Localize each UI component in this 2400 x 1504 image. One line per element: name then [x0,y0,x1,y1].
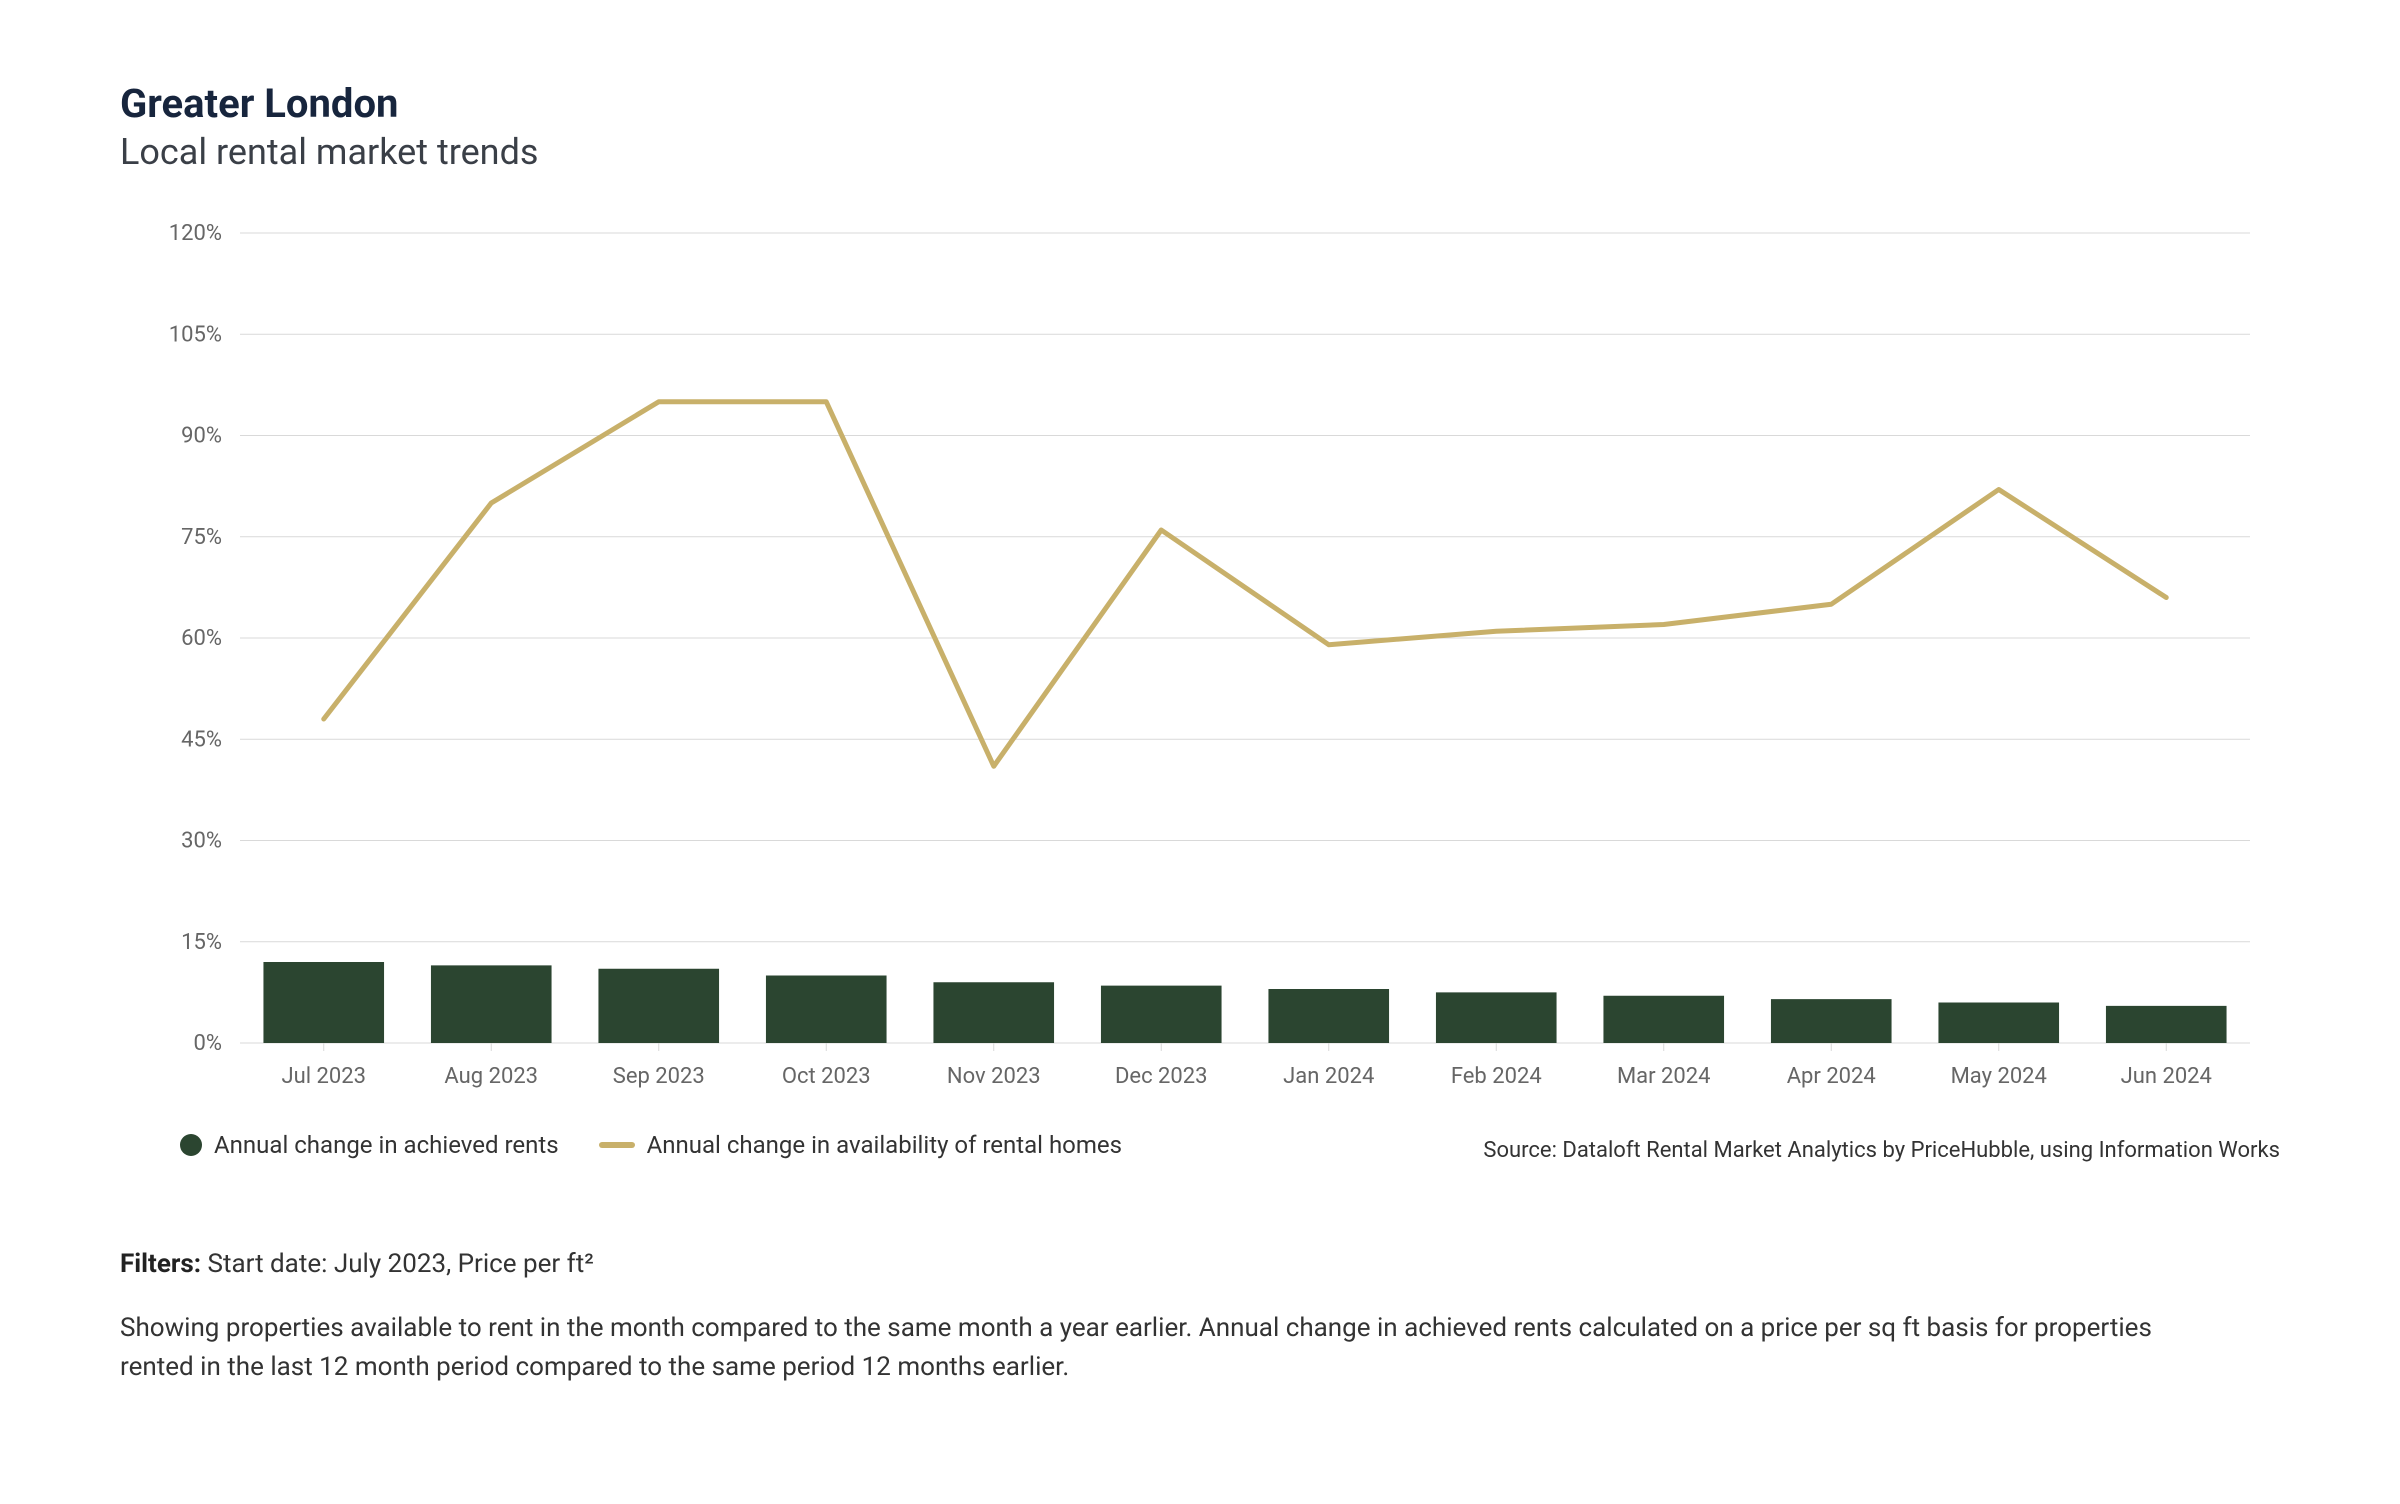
y-tick-label: 45% [181,727,222,752]
bar [1268,989,1389,1043]
x-tick-label: Feb 2024 [1451,1064,1542,1089]
bar-swatch-icon [180,1134,202,1156]
bar [1771,999,1892,1043]
x-tick-label: Aug 2023 [444,1064,538,1089]
bar [263,962,384,1043]
bar [431,965,552,1043]
x-tick-label: Mar 2024 [1617,1064,1711,1089]
bar [1603,996,1724,1043]
bar [766,976,887,1044]
x-tick-label: Nov 2023 [947,1064,1041,1089]
bar [2106,1006,2227,1043]
legend-label-bars: Annual change in achieved rents [214,1131,559,1159]
y-tick-label: 90% [181,424,222,449]
y-tick-label: 60% [181,626,222,651]
y-tick-label: 15% [181,930,222,955]
y-tick-label: 75% [181,525,222,550]
x-tick-label: Sep 2023 [613,1064,705,1089]
y-tick-label: 105% [169,322,222,347]
filters-text: Start date: July 2023, Price per ft² [208,1249,594,1279]
page-title: Greater London [120,80,2280,127]
bar [933,982,1054,1043]
legend-item-bars: Annual change in achieved rents [180,1131,559,1159]
bar [598,969,719,1043]
line-swatch-icon [599,1142,635,1148]
filters-row: Filters: Start date: July 2023, Price pe… [120,1249,2280,1279]
bar [1938,1003,2059,1044]
x-tick-label: May 2024 [1951,1064,2047,1089]
x-tick-label: Jun 2024 [2121,1064,2212,1089]
bar [1436,992,1557,1043]
x-tick-label: Dec 2023 [1115,1064,1208,1089]
filters-label: Filters: [120,1249,201,1279]
line-series [324,402,2167,767]
y-tick-label: 120% [169,221,222,246]
x-tick-label: Oct 2023 [782,1064,871,1089]
bar [1101,986,1222,1043]
chart-description: Showing properties available to rent in … [120,1309,2220,1387]
chart-source: Source: Dataloft Rental Market Analytics… [1483,1138,2280,1163]
x-tick-label: Jan 2024 [1283,1064,1374,1089]
chart-container: 0% 15% 30% 45% 60% 75% 90% 105% 120% Jul 2023 Aug … [120,213,2280,1113]
x-tick-label: Jul 2023 [281,1064,366,1089]
y-tick-label: 30% [181,829,222,854]
x-tick-label: Apr 2024 [1787,1064,1876,1089]
legend-label-line: Annual change in availability of rental … [647,1131,1122,1159]
chart-svg: 0% 15% 30% 45% 60% 75% 90% 105% 120% Jul 2023 Aug … [120,213,2280,1113]
y-tick-label: 0% [194,1031,222,1056]
page-subtitle: Local rental market trends [120,131,2280,173]
legend-item-line: Annual change in availability of rental … [599,1131,1122,1159]
